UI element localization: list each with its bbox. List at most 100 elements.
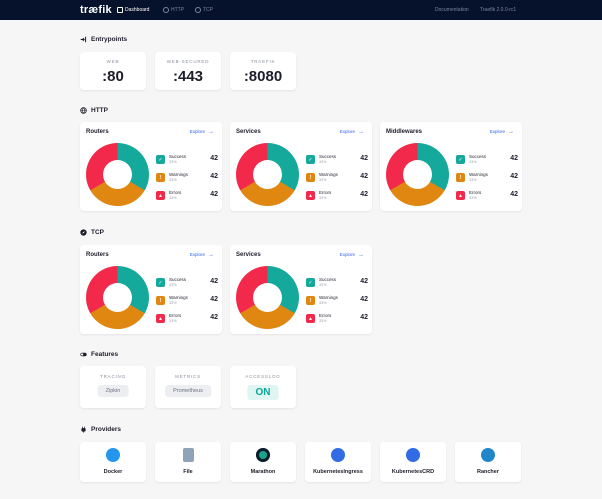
stat-percent: 33% bbox=[469, 160, 477, 164]
status-donut-chart bbox=[236, 266, 299, 329]
docker-icon bbox=[106, 448, 120, 462]
feature-value: Zipkin bbox=[97, 385, 129, 397]
http-routers-card: Routers Explore → ✓ Success 33% 42 ! War… bbox=[80, 122, 222, 211]
warning-icon: ! bbox=[306, 173, 315, 182]
feature-name: TRACING bbox=[100, 374, 126, 379]
home-icon bbox=[117, 7, 123, 13]
feature-name: METRICS bbox=[175, 374, 201, 379]
http-middlewares-card: Middlewares Explore → ✓ Success 33% 42 !… bbox=[380, 122, 522, 211]
stat-percent: 33% bbox=[169, 160, 177, 164]
provider-name: Marathon bbox=[250, 469, 276, 475]
nav-http[interactable]: HTTP bbox=[163, 7, 184, 13]
card-title: Services bbox=[236, 252, 261, 258]
entrypoint-name: TRAEFIK bbox=[250, 59, 276, 64]
stat-success: ✓ Success 33% 42 bbox=[306, 277, 368, 289]
stat-count: 42 bbox=[210, 173, 218, 180]
stat-percent: 33% bbox=[319, 196, 327, 200]
stat-label: Warnings bbox=[469, 172, 488, 177]
globe-icon bbox=[80, 107, 87, 114]
stat-percent: 33% bbox=[169, 178, 177, 182]
stat-label: Errors bbox=[169, 313, 182, 318]
warning-icon: ! bbox=[306, 296, 315, 305]
file-icon bbox=[182, 448, 194, 462]
providers-section-title: Providers bbox=[80, 426, 121, 433]
explore-label: Explore bbox=[489, 129, 505, 134]
provider-card-docker: Docker bbox=[80, 442, 146, 482]
check-icon: ✓ bbox=[306, 278, 315, 287]
plug-icon bbox=[81, 426, 86, 433]
stat-error: ▲ Errors 33% 42 bbox=[306, 190, 368, 202]
features-title-label: Features bbox=[91, 351, 119, 358]
stat-percent: 33% bbox=[169, 301, 177, 305]
nav-dashboard[interactable]: Dashboard bbox=[117, 7, 149, 13]
http-section-title: HTTP bbox=[80, 107, 108, 114]
stat-percent: 33% bbox=[319, 283, 327, 287]
stat-percent: 33% bbox=[319, 301, 327, 305]
card-title: Middlewares bbox=[386, 129, 423, 135]
http-title-label: HTTP bbox=[91, 107, 108, 114]
features-section-title: Features bbox=[80, 351, 118, 358]
stat-count: 42 bbox=[360, 155, 368, 162]
stat-percent: 33% bbox=[319, 319, 327, 323]
feature-value-on: ON bbox=[247, 385, 279, 400]
error-icon: ▲ bbox=[456, 191, 465, 200]
tcp-section-title: TCP bbox=[80, 229, 104, 236]
donut-hole bbox=[403, 160, 432, 189]
traefik-logo[interactable]: træfik bbox=[80, 4, 112, 16]
status-donut-chart bbox=[236, 143, 299, 206]
warning-icon: ! bbox=[456, 173, 465, 182]
explore-link[interactable]: Explore → bbox=[189, 252, 214, 258]
stat-count: 42 bbox=[210, 296, 218, 303]
explore-link[interactable]: Explore → bbox=[340, 128, 364, 135]
kubernetes-icon bbox=[331, 448, 345, 462]
explore-label: Explore bbox=[189, 129, 205, 134]
arrow-right-icon: → bbox=[358, 128, 364, 135]
stat-count: 42 bbox=[210, 278, 218, 285]
entrypoints-title-label: Entrypoints bbox=[91, 36, 128, 43]
explore-link[interactable]: Explore → bbox=[340, 252, 364, 258]
entrypoint-name: WEB bbox=[106, 59, 120, 64]
kubernetes-icon bbox=[406, 448, 420, 462]
stat-count: 42 bbox=[510, 155, 518, 162]
explore-label: Explore bbox=[189, 252, 205, 257]
stat-label: Errors bbox=[319, 190, 332, 195]
nav-tcp[interactable]: TCP bbox=[195, 7, 213, 13]
rancher-icon bbox=[481, 448, 495, 462]
stat-count: 42 bbox=[210, 155, 218, 162]
stat-count: 42 bbox=[360, 296, 368, 303]
feature-name: ACCESSLOG bbox=[245, 374, 281, 379]
stat-success: ✓ Success 33% 42 bbox=[456, 154, 518, 166]
stat-label: Warnings bbox=[169, 295, 188, 300]
entrypoint-card-traefik: TRAEFIK :8080 bbox=[230, 52, 296, 90]
tcp-services-card: Services Explore → ✓ Success 33% 42 ! Wa… bbox=[230, 245, 372, 334]
explore-link[interactable]: Explore → bbox=[189, 129, 214, 135]
stat-label: Success bbox=[319, 277, 337, 282]
donut-hole bbox=[253, 160, 282, 189]
card-title: Routers bbox=[86, 252, 109, 258]
provider-card-kubernetesingress: KubernetesIngress bbox=[305, 442, 371, 482]
tcp-routers-card: Routers Explore → ✓ Success 33% 42 ! War… bbox=[80, 245, 222, 334]
stat-label: Warnings bbox=[169, 172, 188, 177]
provider-card-rancher: Rancher bbox=[455, 442, 521, 482]
entrypoints-section-title: Entrypoints bbox=[80, 36, 127, 43]
provider-name: Rancher bbox=[476, 469, 499, 475]
stat-count: 42 bbox=[360, 314, 368, 321]
toggle-icon bbox=[80, 352, 87, 357]
stat-count: 42 bbox=[210, 314, 218, 321]
stat-count: 42 bbox=[210, 191, 218, 198]
documentation-link[interactable]: Documentation bbox=[435, 7, 469, 13]
stat-percent: 33% bbox=[469, 178, 477, 182]
stat-count: 42 bbox=[360, 191, 368, 198]
explore-link[interactable]: Explore → bbox=[489, 129, 514, 135]
entrypoint-port: :80 bbox=[102, 68, 124, 85]
stat-warning: ! Warnings 33% 42 bbox=[456, 172, 518, 184]
stat-warning: ! Warnings 33% 42 bbox=[306, 295, 368, 307]
stat-count: 42 bbox=[510, 191, 518, 198]
stat-success: ✓ Success 33% 42 bbox=[306, 154, 368, 166]
stat-count: 42 bbox=[360, 278, 368, 285]
error-icon: ▲ bbox=[306, 191, 315, 200]
stat-label: Errors bbox=[319, 313, 332, 318]
card-title: Services bbox=[236, 129, 261, 135]
nav-http-label: HTTP bbox=[171, 7, 185, 13]
compass-icon bbox=[80, 229, 87, 236]
